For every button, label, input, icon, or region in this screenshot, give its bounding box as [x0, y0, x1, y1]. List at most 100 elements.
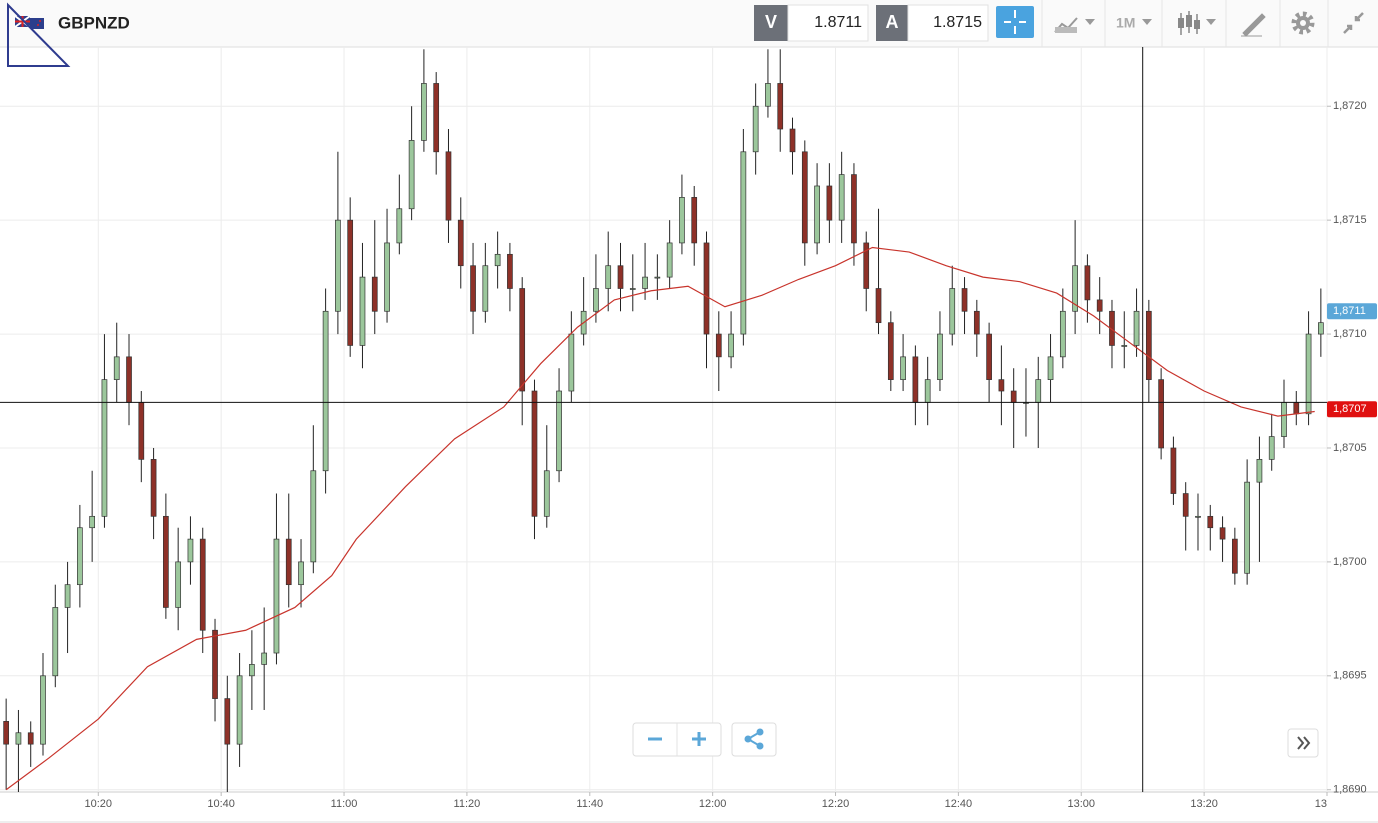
collapse-button[interactable] — [1343, 12, 1364, 34]
candle-body — [1158, 379, 1164, 449]
candle-body — [593, 288, 599, 312]
crosshair-button[interactable] — [996, 6, 1034, 38]
candle-body — [826, 185, 833, 221]
candle-body — [421, 83, 427, 141]
candle-body — [249, 664, 255, 677]
y-tick-label: 1,8715 — [1333, 214, 1367, 226]
candle-body — [396, 208, 403, 244]
bid-box[interactable] — [787, 4, 869, 42]
candle-body — [543, 470, 550, 517]
candle-body — [322, 310, 329, 472]
price-label: 1,8711 — [1333, 305, 1366, 317]
candle-body — [986, 333, 992, 380]
candle-body — [126, 356, 132, 403]
y-tick-label: 1,8710 — [1333, 328, 1367, 340]
ask-badge[interactable] — [876, 5, 908, 41]
candle-body — [691, 197, 698, 244]
candle-body — [752, 105, 759, 153]
moving-average-line — [5, 246, 1315, 791]
candle-body — [285, 538, 292, 586]
bid-price: 1.8711 — [814, 14, 862, 31]
candle-body — [789, 128, 796, 153]
corner-marker — [7, 2, 71, 67]
axes: 1,8690 1,8695 1,8700 1,8705 1,8710 1,8715 1,87… — [85, 100, 1377, 810]
candle-body — [924, 379, 931, 403]
timeframe-caret — [1142, 19, 1152, 25]
candle-body — [679, 197, 685, 244]
candle-body — [359, 276, 366, 346]
candle-body — [912, 356, 919, 403]
ask-price: 1.8715 — [933, 14, 982, 31]
candle-body — [875, 288, 882, 324]
candle-body — [261, 652, 268, 665]
share-button[interactable] — [731, 722, 777, 757]
x-tick-label: 13:20 — [1190, 798, 1218, 810]
candle-body — [224, 698, 231, 745]
y-tick-label: 1,8700 — [1333, 556, 1367, 568]
candle-body — [1268, 436, 1275, 460]
candle-body — [113, 356, 120, 380]
x-tick-label: 12:40 — [945, 798, 973, 810]
candle-body — [973, 310, 980, 335]
candle-body — [1256, 459, 1263, 483]
bid-badge[interactable] — [754, 5, 788, 41]
candle-body — [568, 333, 575, 392]
scroll-to-end-button[interactable] — [1287, 728, 1319, 758]
candle-body — [777, 83, 784, 130]
candle-body — [666, 242, 673, 278]
candle-body — [89, 515, 96, 529]
candle-body — [519, 288, 526, 392]
candle-type-button[interactable] — [1178, 11, 1216, 35]
header-bar — [0, 0, 1378, 47]
candle-body — [150, 459, 157, 517]
candle-body — [273, 538, 280, 654]
candle-body — [765, 83, 771, 107]
candle-body — [1096, 299, 1103, 312]
y-tick-label: 1,8695 — [1333, 670, 1367, 682]
candle-body — [605, 265, 612, 289]
candle-body — [77, 527, 83, 586]
settings-button[interactable] — [1291, 11, 1315, 35]
chart-type-button[interactable] — [1054, 17, 1095, 33]
candle-body — [187, 538, 194, 563]
x-tick-label: 11:20 — [454, 798, 481, 810]
price-label-box — [1327, 303, 1377, 320]
candle-body — [1047, 356, 1054, 380]
candle-body — [507, 253, 513, 289]
ask-box[interactable] — [907, 4, 989, 42]
candle-body — [1318, 322, 1324, 335]
draw-tool-button[interactable] — [1241, 13, 1266, 37]
candle-body — [1244, 481, 1250, 574]
x-tick-label: 12:20 — [822, 798, 850, 810]
candle-body — [482, 265, 489, 312]
zoom-in-button[interactable] — [692, 732, 706, 746]
candle-body — [457, 219, 464, 267]
candle-body — [715, 333, 722, 358]
y-tick-label: 1,8705 — [1333, 442, 1367, 454]
zoom-controls — [632, 722, 1319, 758]
candle-body — [138, 402, 145, 460]
candle-body — [1231, 538, 1238, 574]
candle-body — [298, 561, 304, 586]
candle-body — [1084, 265, 1091, 301]
x-tick-label: 11:40 — [576, 798, 603, 810]
candle-body — [1059, 310, 1066, 358]
candle-body — [199, 538, 206, 631]
candle-body — [470, 265, 476, 312]
candle-body — [654, 276, 661, 279]
price-label-box — [1327, 401, 1377, 418]
candle-body — [1207, 515, 1214, 529]
candle-body — [949, 288, 956, 335]
candle-body — [617, 265, 624, 289]
x-tick-label: 10:40 — [207, 798, 235, 810]
timeframe[interactable]: 1M — [1116, 15, 1135, 31]
candle-body — [1195, 515, 1201, 518]
candle-body — [937, 333, 943, 380]
candle-body — [347, 219, 354, 346]
candle-body — [408, 140, 415, 210]
candle-body — [310, 470, 317, 563]
candle-body — [1281, 402, 1287, 437]
y-tick-label: 1,8720 — [1333, 100, 1367, 112]
candle-body — [445, 151, 452, 221]
